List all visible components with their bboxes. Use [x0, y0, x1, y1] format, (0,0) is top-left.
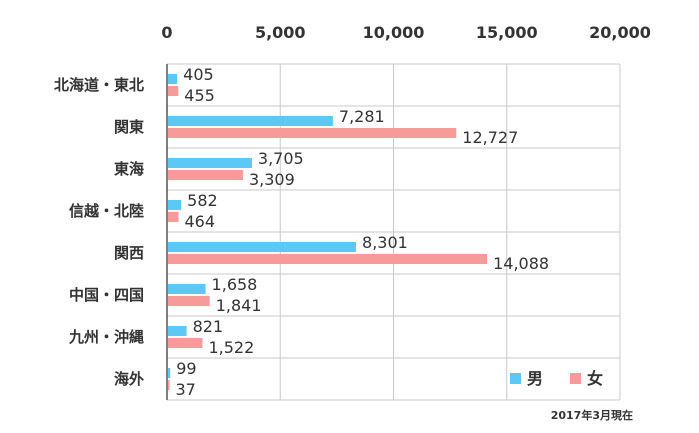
data-label: 405 — [183, 65, 214, 84]
bar-male — [168, 242, 357, 252]
data-label: 821 — [193, 317, 224, 336]
data-label: 37 — [176, 380, 196, 399]
bar-female — [168, 254, 488, 264]
legend-swatch — [510, 373, 521, 384]
data-label: 7,281 — [339, 107, 385, 126]
x-tick-label: 20,000 — [589, 23, 651, 42]
bar-female — [168, 338, 203, 348]
bar-female — [168, 380, 170, 390]
data-label: 14,088 — [493, 254, 549, 273]
bar-male — [168, 368, 171, 378]
date-note: 2017年3月現在 — [551, 408, 633, 422]
data-label: 3,705 — [258, 149, 304, 168]
x-tick-label: 15,000 — [476, 23, 538, 42]
x-tick-label: 0 — [161, 23, 172, 42]
bar-female — [168, 212, 179, 222]
bar-male — [168, 158, 252, 168]
category-label: 東海 — [114, 160, 144, 178]
legend: 男女 — [510, 369, 603, 388]
bar-female — [168, 128, 457, 138]
data-labels: 405 455 7,281 12,727 3,705 3,309 582 464 8,301 14… — [176, 65, 550, 399]
bar-male — [168, 200, 182, 210]
category-label: 関西 — [114, 244, 144, 262]
data-label: 455 — [184, 86, 215, 105]
legend-label: 女 — [587, 369, 603, 388]
data-label: 1,522 — [208, 338, 254, 357]
data-label: 3,309 — [249, 170, 295, 189]
x-tick-label: 5,000 — [255, 23, 306, 42]
category-label: 中国・四国 — [69, 286, 144, 304]
legend-label: 男 — [527, 369, 543, 388]
category-label: 海外 — [114, 370, 144, 388]
data-label: 8,301 — [362, 233, 408, 252]
bar-male — [168, 284, 206, 294]
data-label: 464 — [185, 212, 216, 231]
x-axis-ticks: 0 5,000 10,000 15,000 20,000 — [161, 23, 650, 42]
category-label: 信越・北陸 — [69, 202, 144, 220]
data-label: 582 — [187, 191, 218, 210]
bar-female — [168, 170, 243, 180]
category-label: 北海道・東北 — [54, 76, 144, 94]
bar-male — [168, 116, 333, 126]
category-label: 九州・沖縄 — [68, 328, 144, 346]
bar-male — [168, 74, 178, 84]
legend-swatch — [570, 373, 581, 384]
data-label: 99 — [176, 359, 196, 378]
data-label: 12,727 — [462, 128, 518, 147]
bar-male — [168, 326, 187, 336]
data-label: 1,658 — [212, 275, 258, 294]
bars — [168, 74, 488, 390]
data-label: 1,841 — [216, 296, 262, 315]
x-tick-label: 10,000 — [363, 23, 425, 42]
category-label: 関東 — [114, 118, 144, 136]
bar-female — [168, 86, 179, 96]
bar-female — [168, 296, 210, 306]
